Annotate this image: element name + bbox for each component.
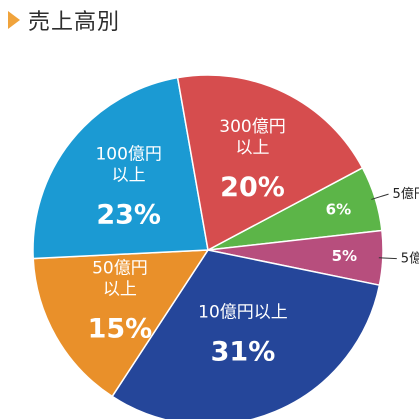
callout-label-0: 5億円未満: [393, 186, 419, 202]
callout-line-0: [371, 193, 389, 200]
pie-slice-5: [176, 74, 364, 252]
chart-title-row: 売上高別: [8, 5, 120, 35]
slice-pct-label-5: 20%: [220, 172, 285, 203]
slice-pct-label-1: 5%: [332, 247, 357, 265]
slice-label-3: 50億円以上: [92, 258, 148, 299]
callout-label-1: 5億円以上: [401, 251, 419, 267]
pie-slice-2: [111, 249, 381, 419]
slice-pct-label-0: 6%: [326, 201, 351, 219]
chart-title: 売上高別: [28, 10, 121, 35]
slice-label-4: 100億円以上: [95, 145, 161, 186]
title-marker-icon: [8, 11, 20, 29]
slice-label-2: 10億円以上: [198, 303, 288, 323]
slice-label-5: 300億円以上: [219, 117, 285, 158]
callout-line-1: [378, 257, 397, 260]
pie-slice-4: [32, 76, 209, 260]
slice-pct-label-2: 31%: [211, 337, 276, 368]
slice-pct-label-4: 23%: [96, 200, 161, 231]
slice-pct-label-3: 15%: [88, 313, 153, 344]
pie-slice-3: [32, 249, 210, 398]
